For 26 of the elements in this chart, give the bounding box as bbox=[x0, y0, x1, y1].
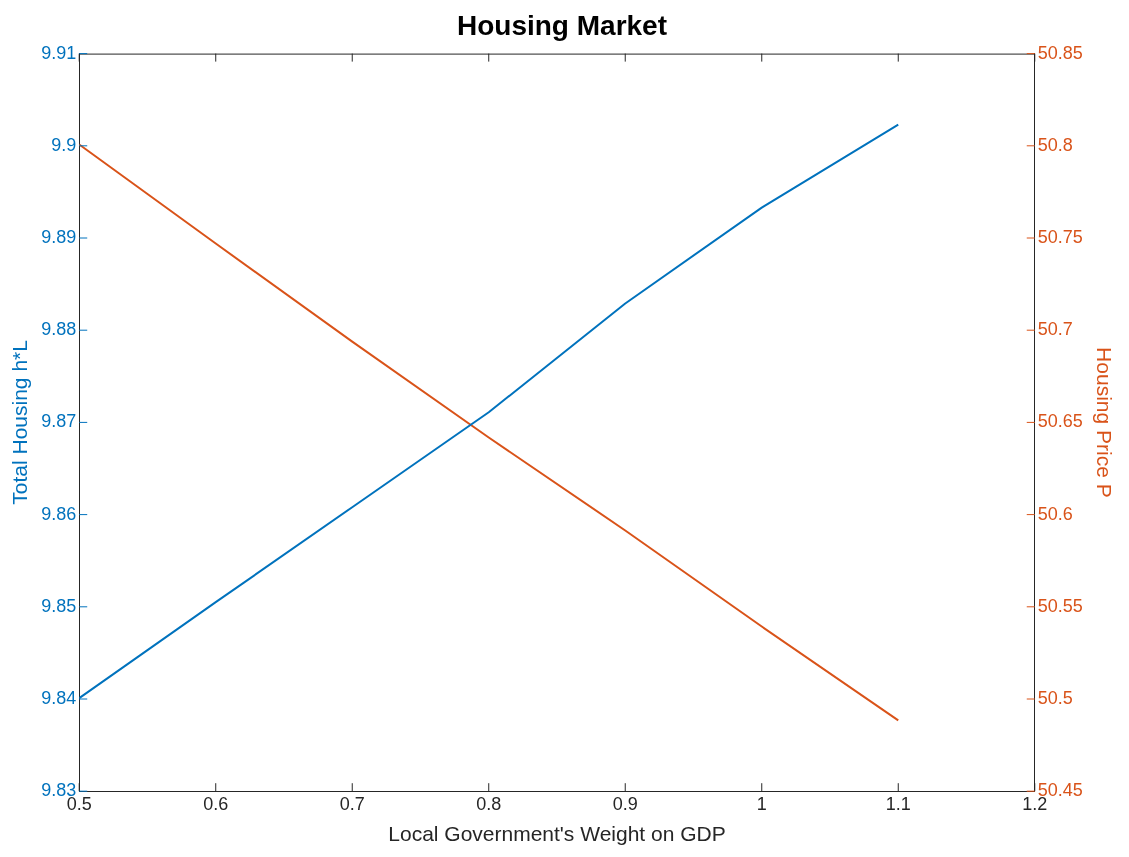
x-tick-label: 0.7 bbox=[339, 793, 365, 814]
y-tick-label: 9.84 bbox=[41, 687, 77, 708]
y-tick-label: 9.87 bbox=[41, 411, 77, 432]
y-tick-label: 9.89 bbox=[41, 226, 77, 247]
y-axis-title: Total Housing h*L bbox=[8, 340, 32, 505]
x-axis-title: Local Government's Weight on GDP bbox=[388, 822, 726, 846]
y-tick-label: 9.9 bbox=[51, 134, 77, 155]
y-tick-label: 9.86 bbox=[41, 503, 77, 524]
y2-tick-label: 50.8 bbox=[1037, 134, 1073, 155]
y-tick-label: 9.91 bbox=[41, 42, 77, 63]
y2-tick-label: 50.7 bbox=[1037, 319, 1073, 340]
y2-tick-label: 50.6 bbox=[1037, 503, 1073, 524]
y2-tick-label: 50.5 bbox=[1037, 687, 1073, 708]
y-tick-label: 9.85 bbox=[41, 595, 77, 616]
x-tick-label: 1.1 bbox=[885, 793, 911, 814]
y-tick-label: 9.88 bbox=[41, 319, 77, 340]
y2-tick-label: 50.65 bbox=[1037, 411, 1083, 432]
y2-tick-label: 50.75 bbox=[1037, 226, 1083, 247]
x-tick-label: 0.9 bbox=[612, 793, 638, 814]
y2-axis-title: Housing Price P bbox=[1092, 347, 1116, 498]
chart-title: Housing Market bbox=[456, 9, 668, 41]
x-tick-label: 1 bbox=[756, 793, 767, 814]
y2-tick-label: 50.55 bbox=[1037, 595, 1083, 616]
y2-tick-label: 50.85 bbox=[1037, 42, 1083, 63]
x-tick-label: 0.6 bbox=[203, 793, 229, 814]
x-tick-label: 0.8 bbox=[476, 793, 502, 814]
